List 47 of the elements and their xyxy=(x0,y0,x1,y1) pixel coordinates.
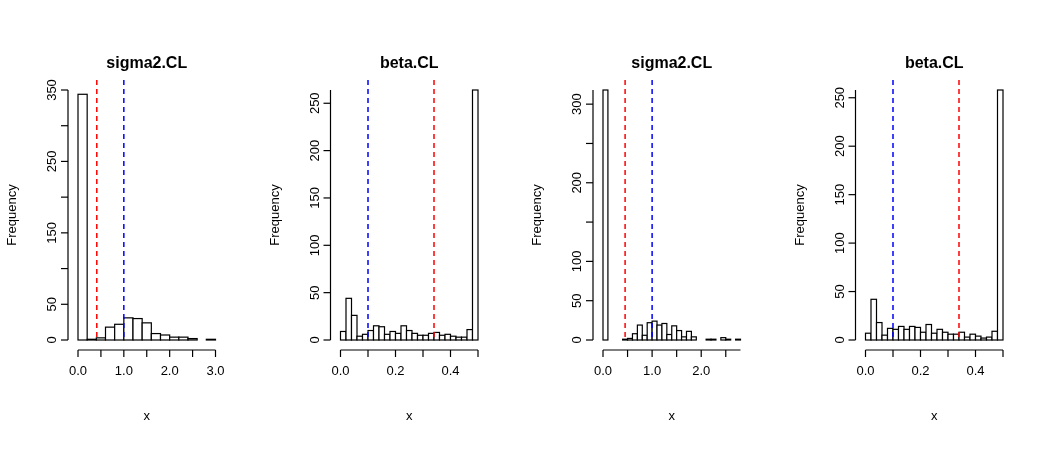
x-tick-label: 2.0 xyxy=(160,363,179,378)
y-tick-label: 150 xyxy=(306,187,322,209)
y-tick-label: 100 xyxy=(306,234,322,257)
y-tick-label: 50 xyxy=(569,293,584,308)
x-tick-label: 1.0 xyxy=(643,363,662,378)
x-tick-label: 0.0 xyxy=(331,363,350,378)
y-tick-label: 150 xyxy=(44,222,59,244)
y-tick-label: 250 xyxy=(306,92,322,115)
chart-title: sigma2.CL xyxy=(106,54,188,71)
y-axis-title: Frequency xyxy=(266,183,282,246)
y-tick-label: 100 xyxy=(569,250,584,273)
y-tick-label: 250 xyxy=(44,150,59,173)
y-tick-label: 350 xyxy=(44,79,59,101)
x-axis-title: x xyxy=(143,408,151,423)
y-tick-label: 200 xyxy=(306,139,322,162)
chart-title: sigma2.CL xyxy=(631,54,713,71)
y-tick-label: 200 xyxy=(569,171,584,194)
x-tick-label: 3.0 xyxy=(206,363,225,378)
x-tick-label: 0.0 xyxy=(68,363,88,378)
x-tick-label: 0.0 xyxy=(856,363,875,378)
chart-title: beta.CL xyxy=(904,54,964,71)
x-axis-title: x xyxy=(931,408,938,423)
y-axis-title: Frequency xyxy=(4,183,19,246)
y-tick-label: 50 xyxy=(831,284,847,299)
y-tick-label: 0 xyxy=(44,336,59,344)
y-tick-label: 100 xyxy=(831,232,847,254)
x-tick-label: 0.4 xyxy=(966,363,985,378)
y-tick-label: 300 xyxy=(569,93,584,115)
x-tick-label: 0.0 xyxy=(593,363,613,378)
y-axis-title: Frequency xyxy=(529,183,544,246)
x-tick-label: 2.0 xyxy=(692,363,711,378)
y-tick-label: 200 xyxy=(831,135,847,158)
x-tick-label: 0.4 xyxy=(441,363,460,378)
y-tick-label: 0 xyxy=(306,336,322,344)
y-tick-label: 150 xyxy=(831,183,847,206)
x-tick-label: 1.0 xyxy=(114,363,133,378)
y-tick-label: 50 xyxy=(306,285,322,300)
x-tick-label: 0.2 xyxy=(386,363,405,378)
x-axis-title: x xyxy=(668,408,676,423)
y-tick-label: 0 xyxy=(831,336,847,344)
chart-title: beta.CL xyxy=(379,54,439,71)
y-tick-label: 0 xyxy=(569,336,584,344)
x-axis-title: x xyxy=(406,408,413,423)
y-tick-label: 50 xyxy=(44,297,59,312)
x-tick-label: 0.2 xyxy=(911,363,930,378)
y-axis-title: Frequency xyxy=(791,183,807,246)
y-tick-label: 250 xyxy=(831,86,847,109)
